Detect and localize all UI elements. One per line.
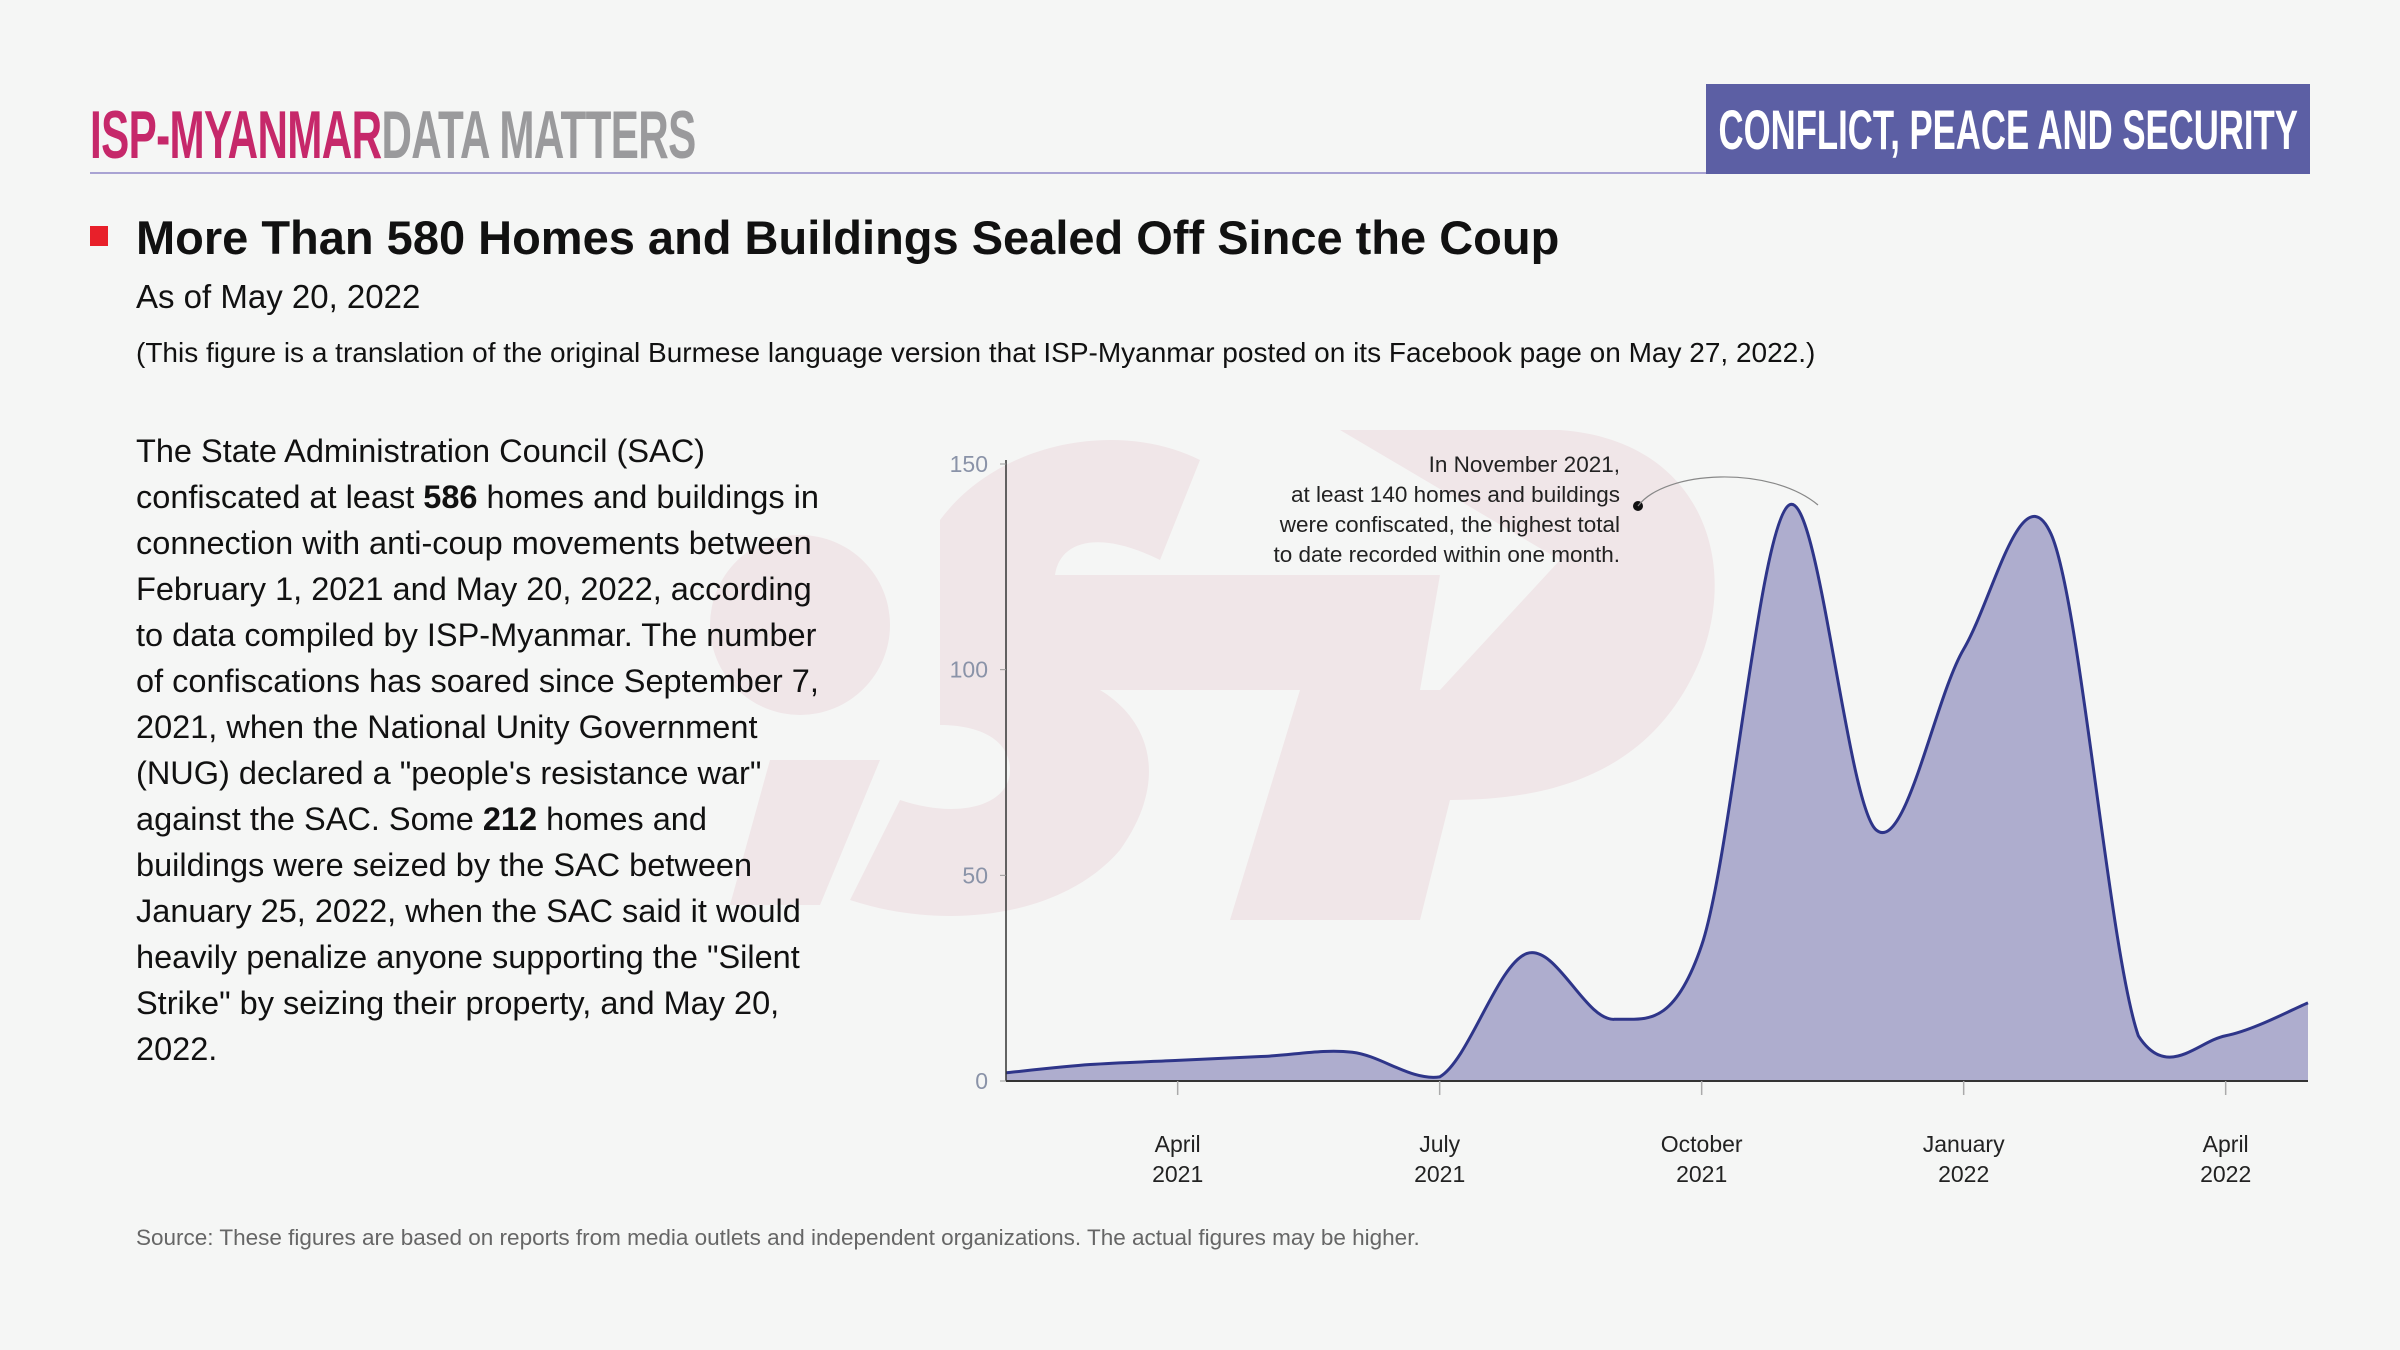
x-tick-year: 2022	[1938, 1161, 1989, 1187]
watermark-p	[1230, 430, 1715, 920]
category-banner: CONFLICT, PEACE AND SECURITY	[1706, 84, 2310, 174]
x-tick-month: October	[1661, 1131, 1743, 1157]
highlight-number: 586	[423, 479, 478, 515]
x-tick-year: 2021	[1152, 1161, 1203, 1187]
watermark-s	[850, 440, 1440, 916]
series-line	[1005, 503, 2309, 1079]
header-divider	[90, 172, 1710, 174]
x-tick-year: 2021	[1414, 1161, 1465, 1187]
y-tick-label: 100	[950, 657, 988, 683]
y-tick-label: 50	[962, 862, 988, 888]
area-fill	[1006, 504, 2308, 1082]
page-subtitle: As of May 20, 2022	[136, 278, 421, 315]
x-tick-month: April	[2203, 1131, 2249, 1157]
annotation-leader	[1637, 476, 1819, 507]
x-tick-month: April	[1155, 1131, 1201, 1157]
brand-suffix: DATA MATTERS	[381, 97, 696, 173]
annotation-text: to date recorded within one month.	[1274, 542, 1620, 567]
body-part: homes and buildings in connection with a…	[136, 479, 819, 837]
annotation-text: at least 140 homes and buildings	[1291, 482, 1620, 507]
x-tick-month: January	[1923, 1131, 2005, 1157]
brand-name: ISP-MYANMAR	[90, 97, 382, 173]
x-tick-year: 2022	[2200, 1161, 2251, 1187]
page-title: More Than 580 Homes and Buildings Sealed…	[136, 211, 1560, 264]
annotation-text: were confiscated, the highest total	[1279, 512, 1620, 537]
x-tick-month: July	[1419, 1131, 1460, 1157]
body-part: The State Administration Council (SAC) c…	[136, 433, 705, 515]
y-tick-label: 0	[975, 1068, 988, 1094]
y-tick-label: 150	[950, 451, 988, 477]
translation-note: (This figure is a translation of the ori…	[136, 337, 1816, 368]
x-tick-year: 2021	[1676, 1161, 1727, 1187]
watermark-shapes	[710, 430, 1715, 920]
body-text: The State Administration Council (SAC) c…	[136, 428, 826, 1072]
highlight-number: 212	[482, 801, 538, 837]
watermark-i-dot	[710, 535, 890, 715]
source-note: Source: These figures are based on repor…	[136, 1225, 1420, 1250]
brand-logo: ISP-MYANMARDATA MATTERS	[90, 96, 696, 174]
body-part: homes and buildings were seized by the S…	[136, 801, 801, 1067]
title-marker	[90, 226, 108, 246]
watermark-i-stem	[730, 760, 880, 905]
annotation-text: In November 2021,	[1429, 452, 1620, 477]
category-label: CONFLICT, PEACE AND SECURITY	[1718, 97, 2298, 161]
